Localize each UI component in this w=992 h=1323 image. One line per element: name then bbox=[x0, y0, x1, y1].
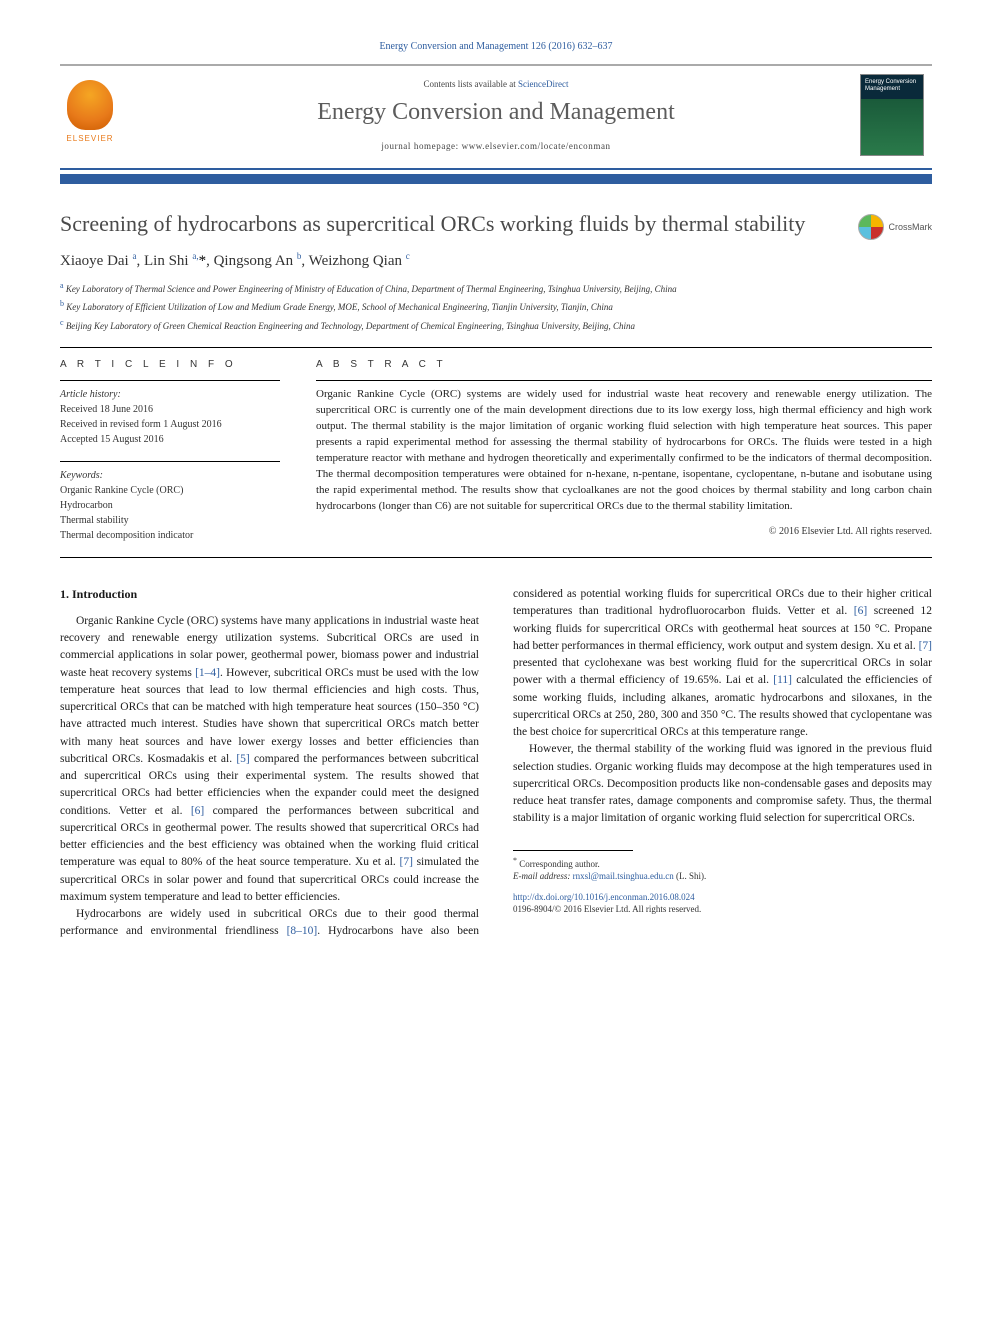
article-history: Article history: Received 18 June 2016 R… bbox=[60, 387, 280, 447]
history-line-1: Received in revised form 1 August 2016 bbox=[60, 417, 280, 432]
keyword-2: Thermal stability bbox=[60, 513, 280, 528]
divider-bottom bbox=[60, 557, 932, 558]
hr-thin-1 bbox=[60, 380, 280, 381]
history-line-0: Received 18 June 2016 bbox=[60, 402, 280, 417]
title-row: Screening of hydrocarbons as supercritic… bbox=[60, 210, 932, 250]
contents-line: Contents lists available at ScienceDirec… bbox=[132, 78, 860, 91]
crossmark-label: CrossMark bbox=[888, 221, 932, 234]
email-line: E-mail address: rnxsl@mail.tsinghua.edu.… bbox=[513, 870, 932, 883]
citation-header: Energy Conversion and Management 126 (20… bbox=[60, 40, 932, 54]
journal-name: Energy Conversion and Management bbox=[132, 96, 860, 130]
email-label: E-mail address: bbox=[513, 871, 570, 881]
authors-line: Xiaoye Dai a, Lin Shi a,*, Qingsong An b… bbox=[60, 250, 932, 272]
corr-label: Corresponding author. bbox=[519, 859, 600, 869]
homepage-url[interactable]: www.elsevier.com/locate/enconman bbox=[462, 141, 611, 151]
affiliation: a Key Laboratory of Thermal Science and … bbox=[60, 280, 932, 297]
affiliations: a Key Laboratory of Thermal Science and … bbox=[60, 280, 932, 334]
issn-line: 0196-8904/© 2016 Elsevier Ltd. All right… bbox=[513, 904, 701, 914]
doi-block: http://dx.doi.org/10.1016/j.enconman.201… bbox=[513, 891, 932, 916]
ast-icon: * bbox=[513, 856, 517, 865]
ref-7[interactable]: [7] bbox=[399, 856, 412, 868]
divider-top bbox=[60, 347, 932, 348]
homepage-line: journal homepage: www.elsevier.com/locat… bbox=[132, 140, 860, 153]
sciencedirect-link[interactable]: ScienceDirect bbox=[518, 79, 568, 89]
abstract-copyright: © 2016 Elsevier Ltd. All rights reserved… bbox=[316, 525, 932, 539]
ref-11[interactable]: [11] bbox=[773, 674, 792, 686]
abstract-col: A B S T R A C T Organic Rankine Cycle (O… bbox=[316, 358, 932, 543]
publisher-logo-box: ELSEVIER bbox=[60, 80, 132, 150]
accent-bar bbox=[60, 174, 932, 184]
ref-8-10[interactable]: [8–10] bbox=[287, 925, 318, 937]
journal-banner: ELSEVIER Contents lists available at Sci… bbox=[60, 64, 932, 170]
history-line-2: Accepted 15 August 2016 bbox=[60, 432, 280, 447]
journal-cover-thumb bbox=[860, 74, 924, 156]
section-1-head: 1. Introduction bbox=[60, 586, 479, 603]
doi-link[interactable]: http://dx.doi.org/10.1016/j.enconman.201… bbox=[513, 892, 695, 902]
body-p3: However, the thermal stability of the wo… bbox=[513, 741, 932, 827]
ref-6b[interactable]: [6] bbox=[854, 605, 867, 617]
abstract-head: A B S T R A C T bbox=[316, 358, 932, 372]
p1-b: . However, subcritical ORCs must be used… bbox=[60, 667, 479, 765]
elsevier-tree-icon bbox=[67, 80, 113, 130]
keywords-block: Keywords: Organic Rankine Cycle (ORC) Hy… bbox=[60, 468, 280, 543]
ref-5[interactable]: [5] bbox=[236, 753, 249, 765]
history-label: Article history: bbox=[60, 387, 280, 402]
abstract-text: Organic Rankine Cycle (ORC) systems are … bbox=[316, 387, 932, 515]
homepage-prefix: journal homepage: bbox=[381, 141, 461, 151]
elsevier-wordmark: ELSEVIER bbox=[66, 133, 113, 144]
contents-prefix: Contents lists available at bbox=[424, 79, 518, 89]
affiliation: b Key Laboratory of Efficient Utilizatio… bbox=[60, 298, 932, 315]
cover-thumb-box bbox=[860, 74, 932, 156]
corresponding-author: * Corresponding author. bbox=[513, 855, 932, 871]
ref-6[interactable]: [6] bbox=[191, 805, 204, 817]
crossmark-badge[interactable]: CrossMark bbox=[858, 214, 932, 240]
article-title: Screening of hydrocarbons as supercritic… bbox=[60, 210, 805, 238]
hr-thin-3 bbox=[316, 380, 932, 381]
article-info-col: A R T I C L E I N F O Article history: R… bbox=[60, 358, 280, 543]
keyword-3: Thermal decomposition indicator bbox=[60, 528, 280, 543]
keyword-1: Hydrocarbon bbox=[60, 498, 280, 513]
footnote-block: * Corresponding author. E-mail address: … bbox=[513, 850, 932, 916]
body-columns: 1. Introduction Organic Rankine Cycle (O… bbox=[60, 586, 932, 941]
affiliation: c Beijing Key Laboratory of Green Chemic… bbox=[60, 317, 932, 334]
ref-1-4[interactable]: [1–4] bbox=[195, 667, 220, 679]
email-link[interactable]: rnxsl@mail.tsinghua.edu.cn bbox=[573, 871, 674, 881]
hr-thin-2 bbox=[60, 461, 280, 462]
article-info-head: A R T I C L E I N F O bbox=[60, 358, 280, 372]
keywords-label: Keywords: bbox=[60, 468, 280, 483]
body-p1: Organic Rankine Cycle (ORC) systems have… bbox=[60, 613, 479, 906]
crossmark-icon bbox=[858, 214, 884, 240]
meta-row: A R T I C L E I N F O Article history: R… bbox=[60, 358, 932, 543]
banner-center: Contents lists available at ScienceDirec… bbox=[132, 78, 860, 153]
elsevier-logo: ELSEVIER bbox=[60, 80, 120, 150]
ref-7b[interactable]: [7] bbox=[919, 640, 932, 652]
footnote-rule bbox=[513, 850, 633, 851]
keyword-0: Organic Rankine Cycle (ORC) bbox=[60, 483, 280, 498]
email-who: (L. Shi). bbox=[676, 871, 706, 881]
